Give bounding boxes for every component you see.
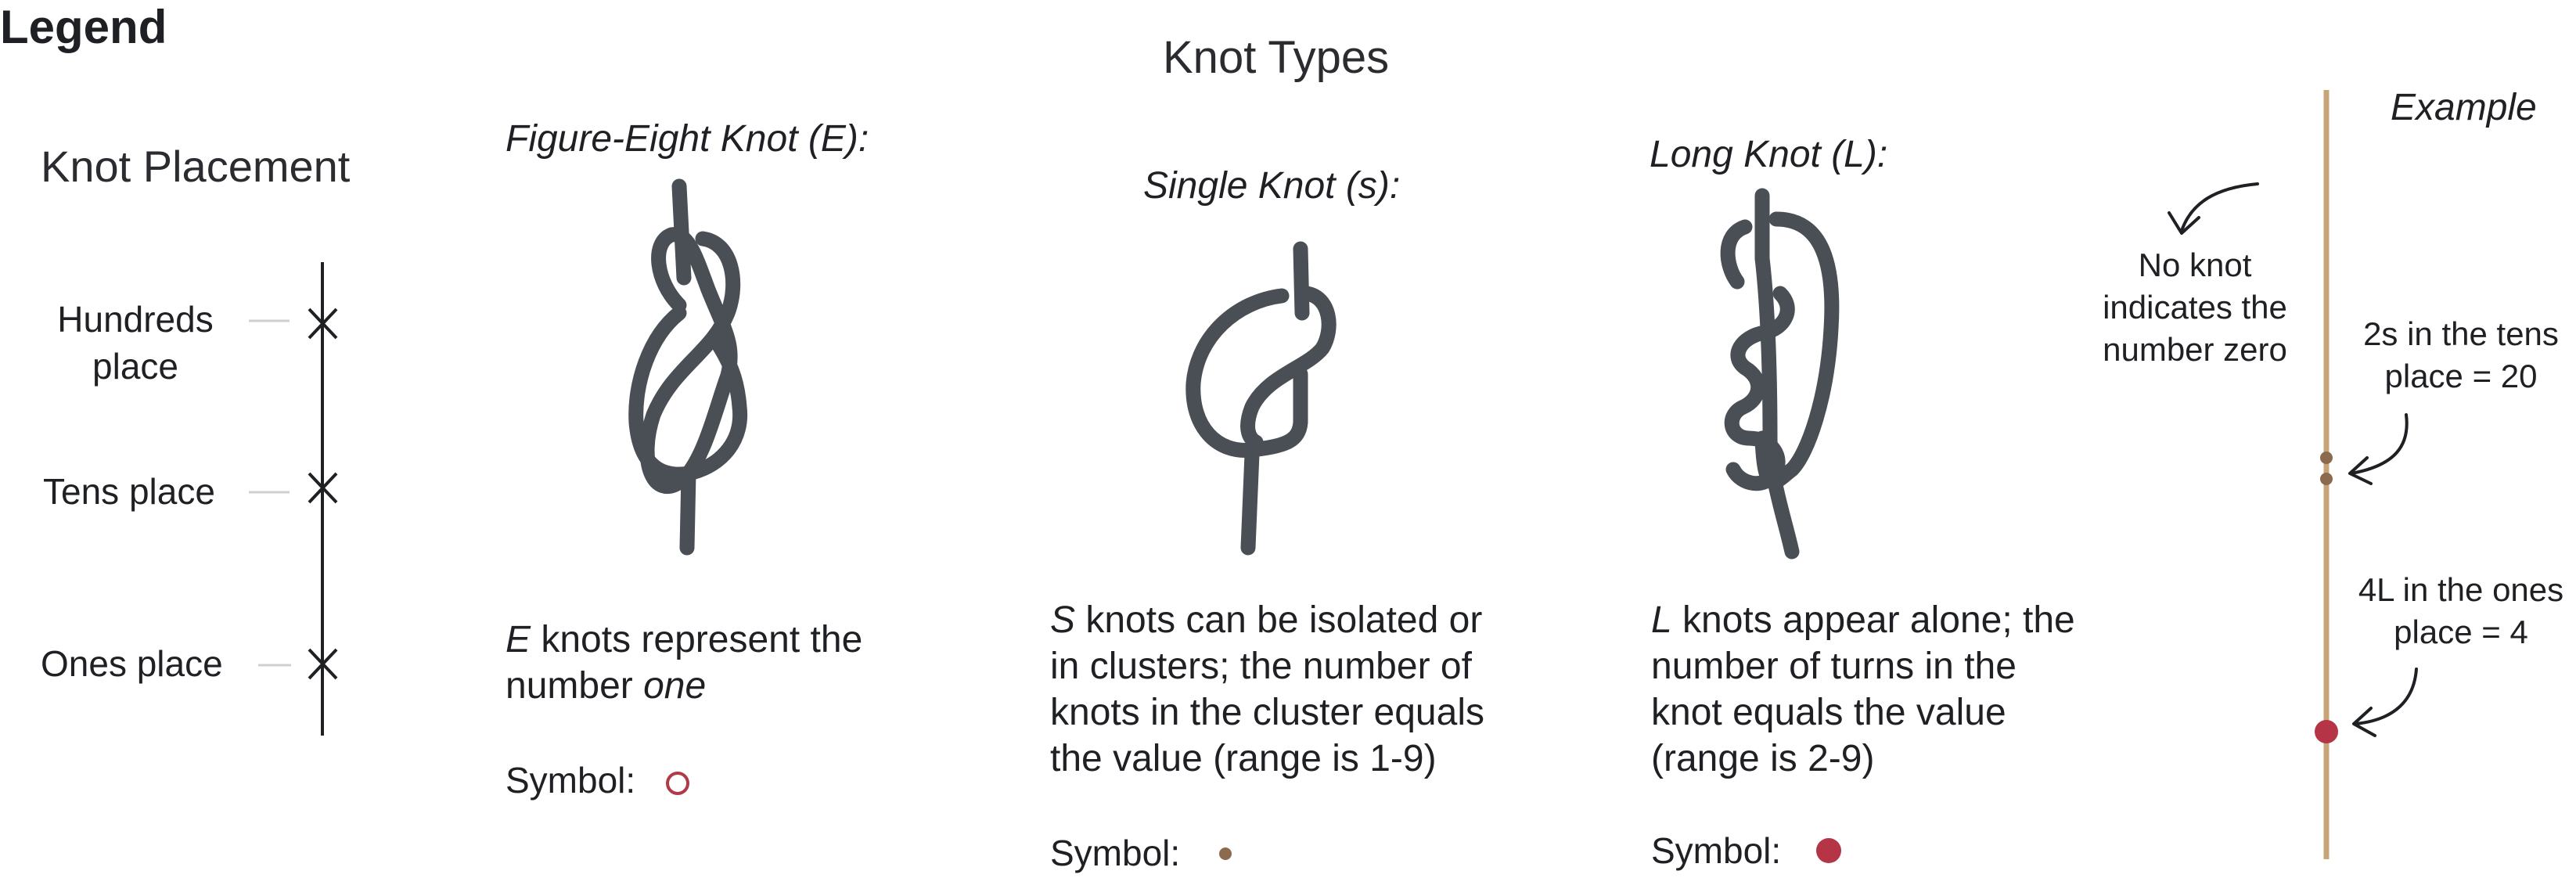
knot-types-title: Knot Types xyxy=(1163,32,1390,83)
single-knot-symbol xyxy=(1219,847,1232,860)
hundreds-place-label: Hundreds place xyxy=(45,296,225,390)
figure-eight-knot-name: Figure-Eight Knot (E): xyxy=(505,118,869,160)
legend-title: Legend xyxy=(0,1,167,53)
ones-arrowhead xyxy=(2352,707,2376,737)
single-knot-name: Single Knot (s): xyxy=(1143,165,1401,207)
single-knot-illustration xyxy=(1185,241,1337,556)
tens-arrow xyxy=(2350,413,2409,475)
example-arrows xyxy=(2168,182,2418,737)
figure-eight-knot-illustration xyxy=(628,178,748,556)
figure-eight-desc-lead: E xyxy=(505,619,531,660)
long-knot-symbol xyxy=(1816,838,1841,863)
example-cord xyxy=(2315,90,2338,859)
no-knot-arrow xyxy=(2180,182,2259,232)
tens-place-label: Tens place xyxy=(43,471,215,512)
tens-arrowhead xyxy=(2348,456,2373,485)
no-knot-annotation: No knot indicates the number zero xyxy=(2103,246,2287,368)
figure-eight-symbol xyxy=(666,772,689,795)
knot-placement-title: Knot Placement xyxy=(41,142,351,191)
long-desc-lead: L xyxy=(1651,599,1672,641)
single-knot-description: S knots can be isolated or in clusters; … xyxy=(1050,597,1520,782)
long-desc-rest: knots appear alone; the number of turns … xyxy=(1651,599,2075,779)
figure-eight-symbol-label: Symbol: xyxy=(505,760,636,801)
figure-eight-desc-mid: knots represent the number xyxy=(505,619,863,707)
ones-long-knot xyxy=(2315,720,2338,743)
long-knot-name: Long Knot (L): xyxy=(1650,134,1888,175)
single-desc-lead: S xyxy=(1050,599,1076,641)
tens-single-knot-1 xyxy=(2320,452,2333,464)
long-knot-illustration xyxy=(1720,188,1840,560)
hundreds-x-mark-b xyxy=(308,308,338,340)
figure-eight-desc-tail: one xyxy=(643,665,707,707)
single-desc-rest: knots can be isolated or in clusters; th… xyxy=(1050,599,1484,779)
ones-annotation: 4L in the ones place = 4 xyxy=(2358,571,2564,650)
example-title: Example xyxy=(2391,87,2537,128)
ones-place-label: Ones place xyxy=(41,643,223,684)
long-knot-description: L knots appear alone; the number of turn… xyxy=(1651,597,2089,782)
ones-arrow xyxy=(2354,667,2418,725)
tens-single-knot-2 xyxy=(2320,473,2333,485)
figure-eight-description: E knots represent the number one xyxy=(505,617,912,709)
placement-axis xyxy=(308,262,338,736)
ones-x-mark-b xyxy=(308,648,338,680)
tens-annotation: 2s in the tens place = 20 xyxy=(2363,315,2559,394)
hundreds-place-line1: Hundreds xyxy=(57,299,214,340)
hundreds-place-line2: place xyxy=(92,346,178,387)
placement-leader-lines xyxy=(249,319,291,667)
single-knot-symbol-label: Symbol: xyxy=(1050,833,1181,873)
tens-x-mark-b xyxy=(308,472,338,504)
long-knot-symbol-label: Symbol: xyxy=(1651,830,1782,871)
no-knot-arrowhead xyxy=(2168,211,2200,235)
